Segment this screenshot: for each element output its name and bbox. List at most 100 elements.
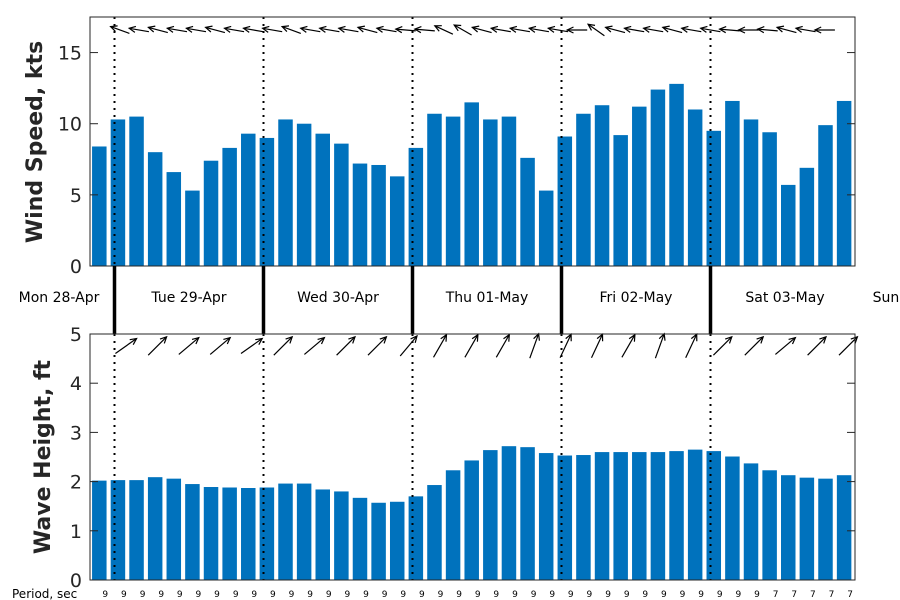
wind-arrow-32: [718, 26, 740, 34]
wind-bar-39: [818, 125, 833, 266]
wind-bar-31: [669, 83, 684, 267]
wind-arrow-16: [413, 26, 435, 34]
period-value-35: 9: [754, 590, 760, 600]
wind-bar-32: [687, 109, 703, 267]
period-row-label: Period, sec: [12, 587, 77, 600]
wave-arrow-15: [590, 332, 604, 359]
wave-arrow-16: [621, 333, 636, 358]
wind-arrow-37: [813, 26, 835, 34]
wind-axes-box: [89, 16, 856, 267]
wave-y-tick-label: 3: [70, 422, 82, 444]
period-value-36: 7: [773, 590, 779, 600]
period-value-28: 9: [624, 590, 630, 600]
wind-arrow-20: [489, 25, 511, 33]
period-value-12: 9: [326, 590, 332, 600]
wind-bar-4: [166, 172, 182, 266]
wind-arrow-28: [642, 25, 664, 33]
wave-bar-18: [427, 485, 442, 580]
wave-bar-24: [538, 453, 554, 580]
wave-bar-1: [110, 480, 126, 580]
wave-bar-20: [464, 460, 479, 580]
wind-arrow-2: [147, 25, 168, 34]
period-value-9: 9: [270, 590, 276, 600]
day-label-0: Mon 28-Apr: [19, 290, 100, 306]
period-value-20: 9: [475, 590, 481, 600]
wind-bar-13: [334, 143, 349, 266]
period-value-0: 9: [102, 590, 108, 600]
wind-bar-37: [781, 184, 796, 266]
period-value-33: 9: [717, 590, 723, 600]
wave-y-tick-label: 0: [70, 570, 82, 592]
wind-arrow-19: [470, 25, 492, 34]
wave-bar-17: [408, 496, 424, 580]
period-value-3: 9: [158, 590, 164, 600]
wave-bar-32: [687, 449, 703, 580]
wave-arrow-11: [464, 333, 479, 358]
wave-bar-29: [632, 452, 647, 580]
wave-bar-10: [278, 483, 293, 580]
wind-arrow-11: [318, 25, 340, 33]
wave-bar-37: [781, 475, 796, 580]
period-value-2: 9: [140, 590, 146, 600]
wind-arrow-30: [680, 25, 702, 33]
wind-bar-40: [836, 100, 852, 266]
wind-bar-1: [110, 119, 126, 266]
wind-bar-11: [296, 123, 312, 267]
wind-arrow-5: [204, 25, 226, 34]
wind-arrow-33: [737, 26, 759, 34]
day-label-3: Thu 01-May: [445, 290, 529, 306]
period-value-15: 9: [382, 590, 388, 600]
wind-bar-17: [408, 147, 424, 266]
wave-axes-box: [89, 333, 856, 581]
wave-arrow-22: [807, 335, 827, 356]
wind-speed-bars: [92, 83, 852, 267]
period-value-4: 9: [177, 590, 183, 600]
wave-arrow-23: [838, 335, 859, 356]
wave-y-tick-label: 1: [70, 521, 82, 543]
period-value-22: 9: [512, 590, 518, 600]
period-value-26: 9: [587, 590, 593, 600]
wind-bar-22: [501, 116, 517, 266]
period-value-39: 7: [829, 590, 835, 600]
wave-arrow-10: [432, 333, 448, 358]
wave-bar-4: [166, 478, 182, 580]
wave-bar-27: [594, 452, 610, 580]
wind-speed-axes: 0 5 10 15: [58, 16, 856, 278]
wind-bar-15: [371, 164, 386, 266]
wave-bar-33: [706, 451, 722, 580]
period-value-18: 9: [438, 590, 444, 600]
wind-arrow-4: [185, 25, 207, 33]
wind-arrow-17: [433, 25, 454, 35]
wave-bar-7: [222, 487, 237, 580]
period-value-34: 9: [736, 590, 742, 600]
period-value-38: 7: [810, 590, 816, 600]
period-value-6: 9: [214, 590, 220, 600]
wave-arrow-8: [367, 335, 388, 356]
wind-y-tick-label: 0: [70, 256, 82, 278]
wind-bar-29: [632, 106, 647, 266]
wind-y-tick-label: 10: [58, 114, 82, 136]
wave-arrow-18: [685, 332, 698, 359]
wind-arrow-1: [127, 25, 150, 33]
wind-arrow-7: [242, 25, 264, 33]
wave-arrow-12: [495, 333, 510, 358]
wind-arrow-24: [565, 26, 588, 34]
wind-arrow-6: [223, 25, 245, 33]
wind-arrow-21: [508, 25, 531, 33]
wave-height-panel: 0 1 2 3 4 5 Wave Height, ft: [31, 324, 859, 592]
wind-arrow-22: [527, 25, 550, 33]
wave-bar-38: [799, 477, 815, 580]
day-label-strip: Mon 28-Apr Tue 29-Apr Wed 30-Apr Thu 01-May…: [19, 266, 899, 334]
wave-y-tick-label: 5: [70, 324, 82, 346]
wave-bar-9: [259, 487, 275, 580]
wind-arrow-9: [280, 25, 302, 34]
wave-arrow-4: [240, 337, 264, 354]
wind-arrow-0: [109, 25, 130, 34]
wave-arrow-17: [654, 332, 666, 359]
wind-arrow-8: [261, 25, 283, 33]
wind-bar-0: [92, 146, 107, 266]
wave-arrow-7: [336, 335, 356, 356]
period-value-23: 9: [531, 590, 537, 600]
wind-speed-panel: 0 5 10 15 Wind Speed, kts: [23, 16, 856, 278]
wind-bar-3: [147, 152, 163, 266]
